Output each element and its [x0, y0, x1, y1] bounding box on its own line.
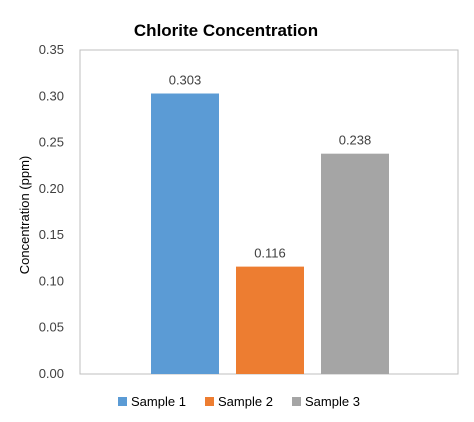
y-tick-label: 0.15 — [39, 227, 64, 242]
y-axis-ticks: 0.00 0.05 0.10 0.15 0.20 0.25 0.30 0.35 — [39, 42, 64, 381]
legend: Sample 1 Sample 2 Sample 3 — [118, 394, 360, 409]
legend-label-2: Sample 2 — [218, 394, 273, 409]
data-label-1: 0.303 — [169, 73, 202, 88]
data-label-3: 0.238 — [339, 133, 372, 148]
bar-3 — [321, 153, 389, 374]
bar-1 — [151, 93, 219, 374]
y-tick-label: 0.20 — [39, 181, 64, 196]
legend-label-1: Sample 1 — [131, 394, 186, 409]
data-labels: 0.303 0.116 0.238 — [169, 73, 372, 261]
legend-swatch-2 — [205, 397, 214, 406]
y-tick-label: 0.35 — [39, 42, 64, 57]
bar-2 — [236, 266, 304, 374]
legend-label-3: Sample 3 — [305, 394, 360, 409]
legend-swatch-3 — [292, 397, 301, 406]
y-tick-label: 0.30 — [39, 88, 64, 103]
y-tick-label: 0.25 — [39, 135, 64, 150]
bars — [151, 93, 389, 374]
chart-title: Chlorite Concentration — [134, 21, 318, 40]
y-tick-label: 0.10 — [39, 273, 64, 288]
y-axis-label: Concentration (ppm) — [17, 156, 32, 275]
data-label-2: 0.116 — [254, 246, 286, 261]
y-tick-label: 0.05 — [39, 320, 64, 335]
y-tick-label: 0.00 — [39, 366, 64, 381]
legend-swatch-1 — [118, 397, 127, 406]
